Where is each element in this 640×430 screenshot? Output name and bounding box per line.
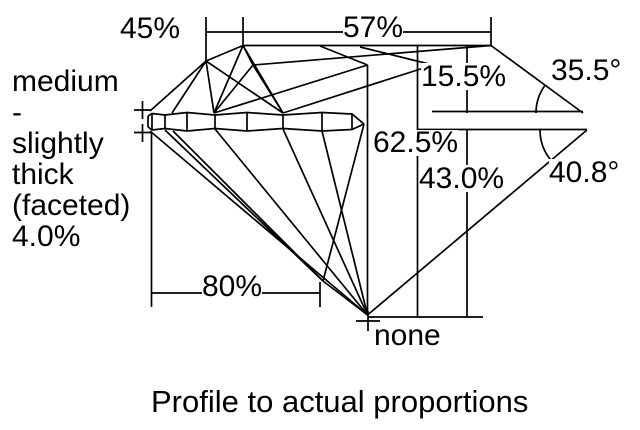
girdle-description-line: slightly [12,127,104,160]
dimension-lines [134,17,587,331]
girdle-description-line: medium [12,65,119,98]
crown-angle-arc [535,85,546,114]
crown-height-label: 15.5% [421,60,507,93]
diagram-caption: Profile to actual proportions [151,384,529,419]
crown-angle-label: 35.5° [551,54,622,87]
girdle-description-line: 4.0% [12,220,81,253]
culet-label: none [374,319,441,352]
total-depth-label: 62.5% [373,126,459,159]
girdle-description-line: - [12,96,22,129]
girdle-description-line: (faceted) [12,189,131,222]
star-length-label: 45% [120,12,181,45]
lower-girdle-label: 80% [202,270,263,303]
girdle-description: medium - slightly thick (faceted) 4.0% [12,66,130,252]
crown-facet-lines [171,44,492,315]
girdle-band [147,111,365,132]
crown-outline [149,44,584,114]
table-size-label: 57% [343,11,404,44]
pavilion-angle-label: 40.8° [549,156,620,189]
pavilion-depth-label: 43.0% [419,162,505,195]
girdle-description-line: thick [12,158,74,191]
